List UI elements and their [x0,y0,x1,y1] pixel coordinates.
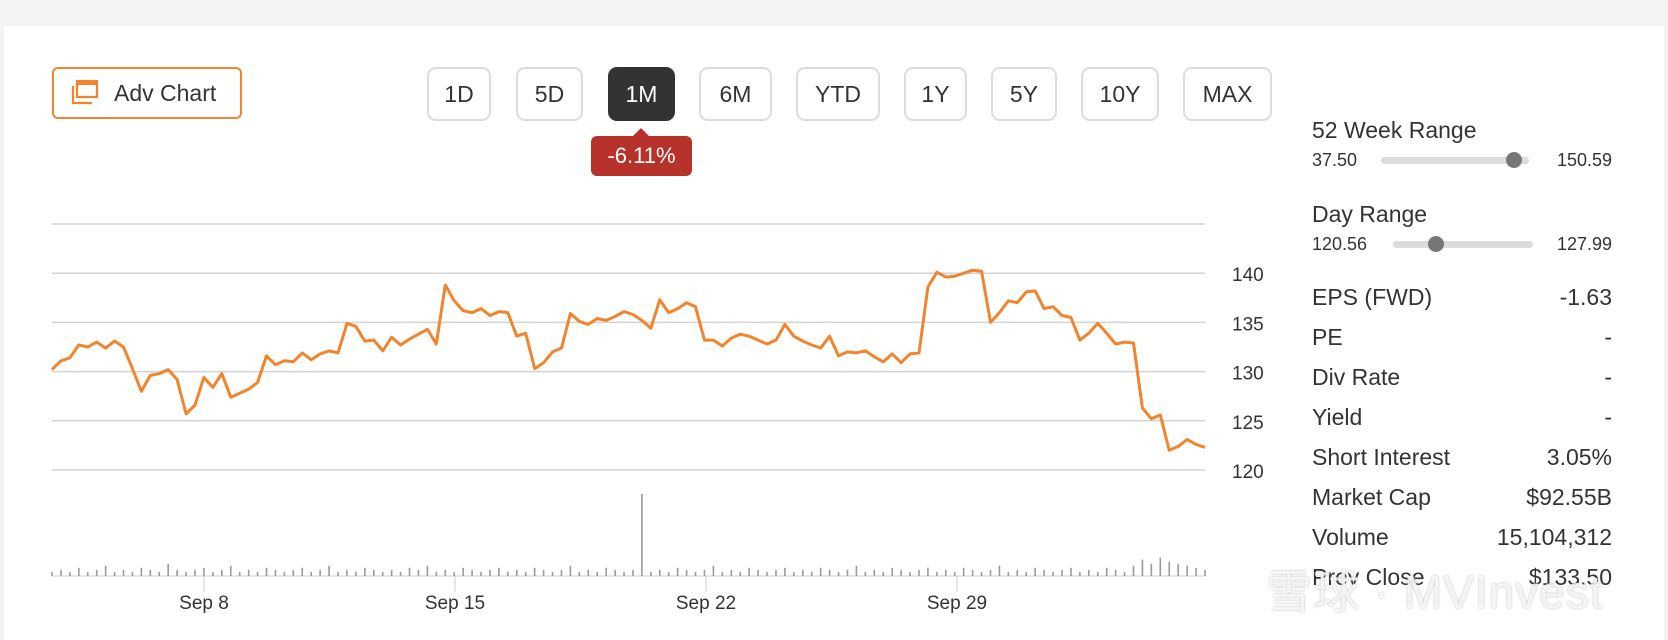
x-tick-label: Sep 22 [676,593,736,614]
range-button-5y[interactable]: 5Y [991,67,1057,121]
week52-title: 52 Week Range [1312,117,1477,143]
day-range-low: 120.56 [1312,234,1368,254]
week52-high: 150.59 [1556,150,1612,170]
stat-value: $92.55B [1526,484,1612,510]
stat-value: 15,104,312 [1496,524,1612,550]
adv-chart-label: Adv Chart [114,79,217,106]
stat-value: -1.63 [1559,284,1612,310]
stat-row-market-cap: Market Cap $92.55B [1312,484,1612,514]
grid-lines [52,223,1205,471]
day-range-title: Day Range [1312,201,1428,227]
day-range-high: 127.99 [1556,234,1612,254]
volume-bars [51,494,1206,577]
watermark-text: 雪球 · MVInvest [1266,566,1604,618]
price-line [50,268,1206,452]
stat-row-eps: EPS (FWD) -1.63 [1312,284,1612,314]
watermark: 雪球 · MVInvest [1196,556,1604,622]
y-tick-label: 120 [1232,462,1264,483]
price-series [50,268,1206,452]
stat-value: - [1604,364,1612,390]
y-tick-label: 125 [1232,413,1264,434]
range-button-1m[interactable]: 1M [608,67,675,121]
change-badge: -6.11% [591,128,692,176]
stat-label: Prev Close [1312,564,1425,590]
stat-label: Div Rate [1312,364,1401,390]
range-button-5d[interactable]: 5D [516,67,583,121]
stat-row-yield: Yield - [1312,404,1612,434]
stat-label: Yield [1312,404,1363,430]
stat-label: Volume [1312,524,1389,550]
stat-value: 3.05% [1546,444,1612,470]
stat-row-pe: PE - [1312,324,1612,354]
stat-label: EPS (FWD) [1312,284,1433,310]
x-tick-label: Sep 15 [425,593,485,614]
x-tick-label: Sep 8 [179,593,229,614]
day-range-marker [1428,236,1445,252]
stat-label: PE [1312,324,1343,350]
stat-row-volume: Volume 15,104,312 [1312,524,1612,554]
range-button-1y[interactable]: 1Y [904,67,967,121]
stat-label: Short Interest [1312,444,1451,470]
stat-row-prev-close: Prev Close $133.50 [1312,564,1612,594]
range-button-10y[interactable]: 10Y [1081,67,1159,121]
quote-panel [4,26,1664,640]
stat-value: $133.50 [1528,564,1612,590]
adv-chart-button[interactable]: Adv Chart [52,67,242,119]
range-button-max[interactable]: MAX [1183,67,1272,121]
stat-row-div-rate: Div Rate - [1312,364,1612,394]
stat-value: - [1604,324,1612,350]
x-axis-ticks: Sep 8 Sep 15 Sep 22 Sep 29 [179,576,987,614]
chart-window-icon [70,78,100,108]
price-chart: 140 135 130 125 120 Sep 8 Sep 15 Sep 22 Sep 29 [50,223,1264,614]
stat-label: Market Cap [1312,484,1431,510]
range-button-1d[interactable]: 1D [427,67,491,121]
stat-value: - [1604,404,1612,430]
week52-range-bar [1381,152,1529,168]
range-button-6m[interactable]: 6M [699,67,772,121]
week52-low: 37.50 [1312,150,1358,170]
y-tick-label: 140 [1232,265,1264,286]
snowball-logo-icon [1196,559,1256,619]
y-tick-label: 135 [1232,314,1264,335]
y-tick-label: 130 [1232,364,1264,385]
week52-marker [1506,152,1523,168]
y-axis-ticks: 140 135 130 125 120 [1232,265,1264,483]
stat-row-short-interest: Short Interest 3.05% [1312,444,1612,474]
x-tick-label: Sep 29 [927,593,987,614]
day-range-bar [1393,236,1533,252]
range-button-ytd[interactable]: YTD [796,67,880,121]
